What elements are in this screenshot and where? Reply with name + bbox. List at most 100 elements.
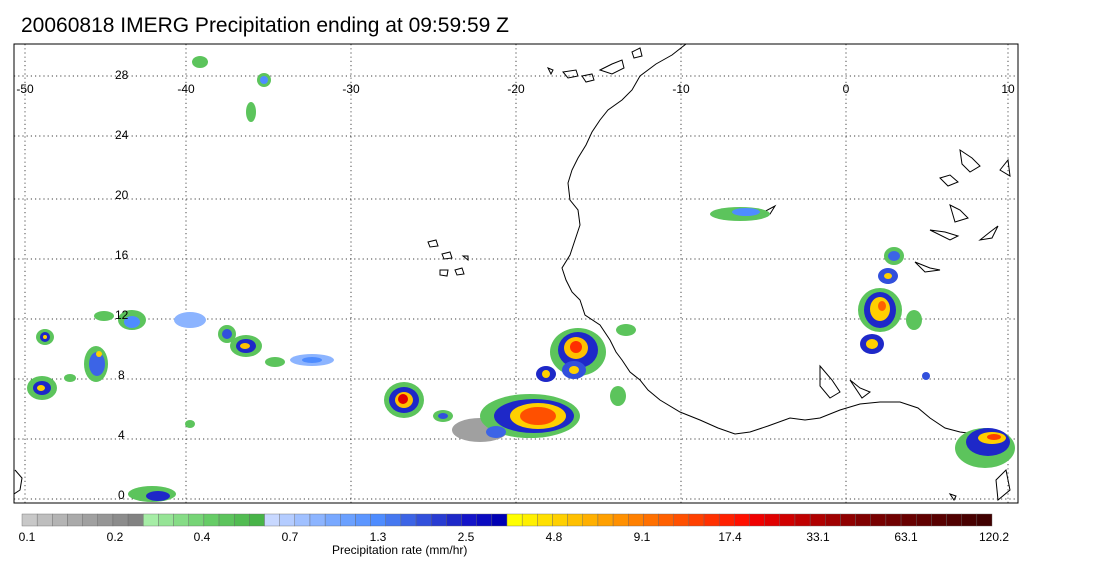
- lon-label: -50: [16, 82, 34, 96]
- precipitation-cells: [27, 56, 1015, 502]
- colorbar-tick-label: 2.5: [457, 530, 475, 544]
- lat-label: 16: [115, 248, 129, 262]
- colorbar-swatch: [885, 513, 902, 527]
- colorbar-swatch: [976, 513, 993, 527]
- colorbar-swatch: [67, 513, 83, 527]
- latitude-labels: 28 24 20 16 12 8 4 0: [115, 68, 129, 502]
- colorbar-swatch: [794, 513, 811, 527]
- colorbar-swatch: [931, 513, 947, 527]
- colorbar-swatch: [870, 513, 887, 527]
- colorbar-tick-label: 120.2: [978, 530, 1010, 544]
- colorbar-tick-label: 0.2: [106, 530, 124, 544]
- colorbar-tick-label: 4.8: [545, 530, 563, 544]
- colorbar-swatch: [537, 513, 553, 527]
- colorbar-swatch: [673, 513, 690, 527]
- colorbar-tick-label: 33.1: [806, 530, 830, 544]
- lat-label: 28: [115, 68, 129, 82]
- colorbar-swatch: [628, 513, 644, 527]
- colorbar-swatch: [415, 513, 432, 527]
- colorbar-tick-label: 0.1: [18, 530, 36, 544]
- lon-label: -20: [507, 82, 525, 96]
- colorbar-swatch: [309, 513, 326, 527]
- colorbar-swatch: [764, 513, 781, 527]
- colorbar-swatch: [749, 513, 765, 527]
- colorbar-swatch: [643, 513, 659, 527]
- colorbar-tick-label: 1.3: [369, 530, 387, 544]
- colorbar-swatch: [900, 513, 917, 527]
- lat-label: 4: [118, 428, 125, 442]
- colorbar-swatch: [370, 513, 386, 527]
- colorbar-swatch: [946, 513, 962, 527]
- colorbar-title: Precipitation rate (mm/hr): [332, 543, 468, 557]
- colorbar-swatch: [567, 513, 583, 527]
- colorbar-swatch: [127, 513, 144, 527]
- colorbar-swatch: [158, 513, 174, 527]
- colorbar-swatch: [249, 513, 265, 527]
- colorbar-swatch: [552, 513, 568, 527]
- longitude-labels: -50 -40 -30 -20 -10 0 10: [16, 82, 1015, 96]
- map-frame: [13, 43, 1019, 504]
- colorbar-swatch: [597, 513, 614, 527]
- lat-label: 20: [115, 188, 129, 202]
- colorbar-swatch: [582, 513, 599, 527]
- colorbar-swatch: [734, 513, 750, 527]
- colorbar-tick-label: 63.1: [894, 530, 918, 544]
- colorbar-swatch: [491, 513, 508, 527]
- colorbar-swatch: [779, 513, 796, 527]
- colorbar-swatch: [340, 513, 356, 527]
- map-gridlines: [14, 44, 1018, 503]
- colorbar-swatch: [36, 513, 53, 527]
- colorbar-swatch: [112, 513, 129, 527]
- map-title: 20060818 IMERG Precipitation ending at 0…: [21, 14, 509, 37]
- colorbar-tick-label: 0.4: [193, 530, 211, 544]
- colorbar-swatch: [506, 513, 523, 527]
- colorbar-swatch: [718, 513, 735, 527]
- colorbar-swatch: [294, 513, 311, 527]
- colorbar-swatch: [82, 513, 98, 527]
- colorbar-swatch: [825, 513, 841, 527]
- colorbar-swatch: [809, 513, 826, 527]
- colorbar-tick-label: 0.7: [281, 530, 299, 544]
- colorbar-swatch: [688, 513, 705, 527]
- colorbar-swatch: [218, 513, 235, 527]
- colorbar-swatch: [916, 513, 932, 527]
- colorbar-swatch: [21, 513, 38, 527]
- lon-label: 10: [1001, 82, 1015, 96]
- colorbar-swatch: [855, 513, 871, 527]
- colorbar-swatch: [703, 513, 720, 527]
- colorbar-swatch: [173, 513, 189, 527]
- colorbar-swatch: [461, 513, 477, 527]
- colorbar-swatch: [143, 513, 159, 527]
- colorbar-swatch: [233, 513, 250, 527]
- lon-label: -10: [672, 82, 690, 96]
- colorbar-swatch: [400, 513, 417, 527]
- colorbar-tick-label: 9.1: [633, 530, 651, 544]
- colorbar-swatch: [840, 513, 856, 527]
- lon-label: 0: [843, 82, 850, 96]
- colorbar-swatch: [446, 513, 462, 527]
- colorbar-swatch: [264, 513, 280, 527]
- colorbar-swatch: [961, 513, 978, 527]
- colorbar-swatch: [203, 513, 220, 527]
- colorbar-swatch: [279, 513, 296, 527]
- colorbar-swatch: [355, 513, 371, 527]
- coastline: [14, 44, 1011, 501]
- colorbar-swatch: [188, 513, 205, 527]
- colorbar-swatch: [521, 513, 538, 527]
- colorbar-swatch: [612, 513, 629, 527]
- colorbar-swatch: [97, 513, 114, 527]
- colorbar-swatch: [476, 513, 493, 527]
- colorbar: [21, 513, 993, 527]
- colorbar-swatch: [431, 513, 447, 527]
- colorbar-tick-label: 17.4: [718, 530, 742, 544]
- lon-label: -40: [177, 82, 195, 96]
- lat-label: 8: [118, 368, 125, 382]
- colorbar-swatch: [385, 513, 402, 527]
- lat-label: 0: [118, 488, 125, 502]
- lat-label: 12: [115, 308, 129, 322]
- colorbar-swatch: [324, 513, 341, 527]
- colorbar-swatch: [658, 513, 674, 527]
- lon-label: -30: [342, 82, 360, 96]
- colorbar-swatch: [52, 513, 68, 527]
